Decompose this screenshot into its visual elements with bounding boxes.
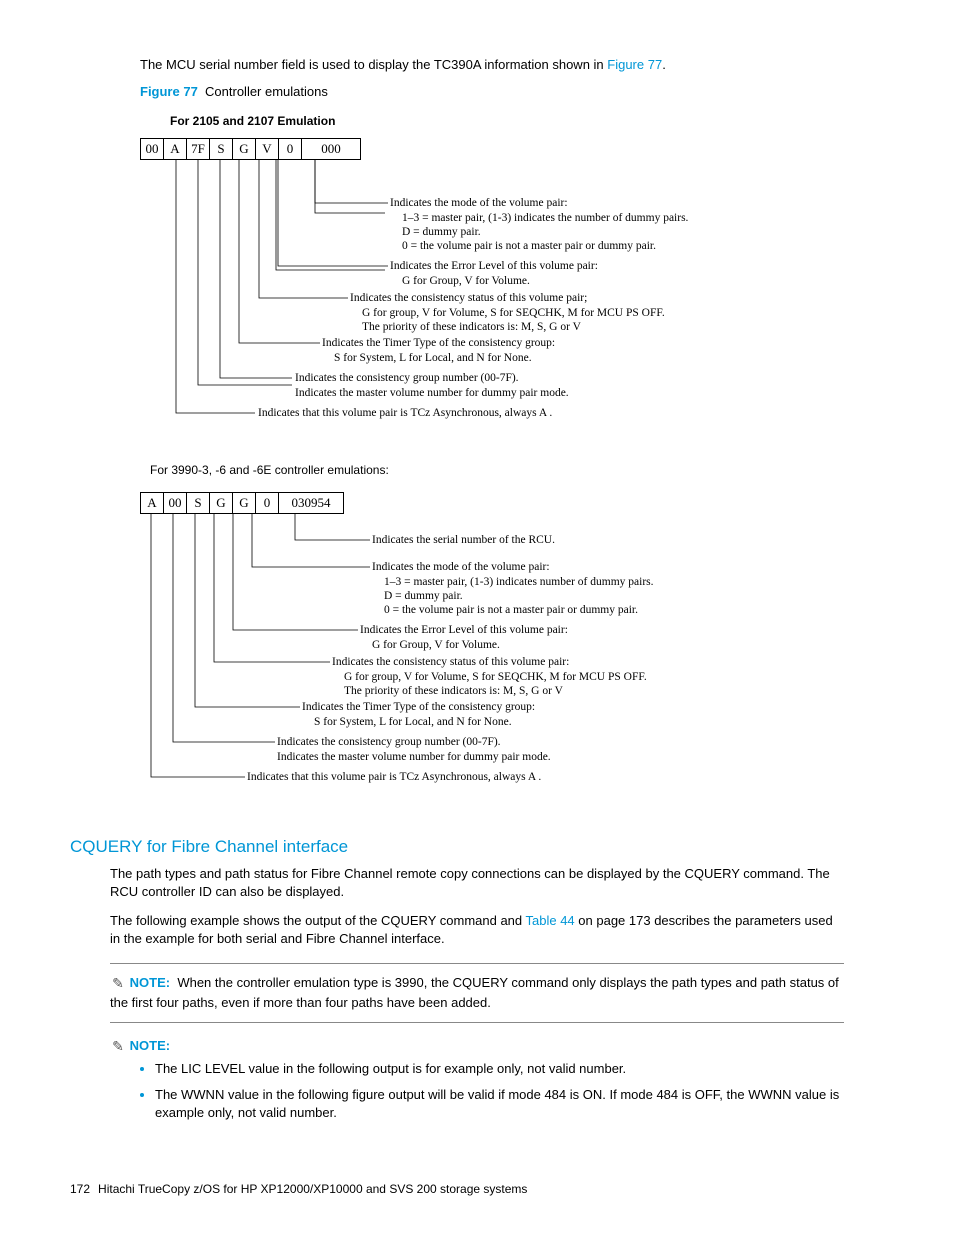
note2-label: NOTE:: [130, 1038, 170, 1053]
figure-link[interactable]: Figure 77: [607, 57, 662, 72]
footer-text: Hitachi TrueCopy z/OS for HP XP12000/XP1…: [98, 1182, 527, 1196]
page-footer: 172 Hitachi TrueCopy z/OS for HP XP12000/…: [70, 1182, 844, 1196]
d2-annot-async: Indicates that this volume pair is TCz A…: [247, 770, 541, 784]
d1-annot-mode: Indicates the mode of the volume pair: 1…: [390, 196, 688, 254]
note2-list: The LIC LEVEL value in the following out…: [155, 1060, 844, 1123]
note1-label: NOTE:: [130, 975, 170, 990]
d2-annot-consistency: Indicates the consistency status of this…: [332, 655, 647, 698]
diagram1-heading: For 2105 and 2107 Emulation: [170, 114, 844, 128]
d2-annot-group: Indicates the consistency group number (…: [277, 735, 551, 764]
d2-annot-mode: Indicates the mode of the volume pair: 1…: [372, 560, 654, 618]
note-icon: ✎: [110, 974, 126, 994]
note1-text: When the controller emulation type is 39…: [110, 975, 839, 1010]
section-p1: The path types and path status for Fibre…: [110, 865, 844, 901]
intro-text-post: .: [662, 57, 666, 72]
d1-annot-consistency: Indicates the consistency status of this…: [350, 291, 665, 334]
note2-bullet1: The LIC LEVEL value in the following out…: [155, 1060, 844, 1078]
note2-bullet2: The WWNN value in the following figure o…: [155, 1086, 844, 1122]
diagram2-heading: For 3990-3, -6 and -6E controller emulat…: [150, 463, 844, 477]
d1-annot-group: Indicates the consistency group number (…: [295, 371, 569, 400]
note2-icon: ✎: [110, 1038, 126, 1055]
diagram1: 00 A 7F S G V 0 000: [140, 138, 844, 443]
section-heading: CQUERY for Fibre Channel interface: [70, 837, 844, 857]
d1-annot-error: Indicates the Error Level of this volume…: [390, 259, 598, 288]
figure-title: Controller emulations: [205, 84, 328, 99]
note1-box: ✎ NOTE: When the controller emulation ty…: [110, 963, 844, 1023]
d2-annot-error: Indicates the Error Level of this volume…: [360, 623, 568, 652]
p2-pre: The following example shows the output o…: [110, 913, 526, 928]
d2-annot-timer: Indicates the Timer Type of the consiste…: [302, 700, 535, 729]
note2-block: ✎ NOTE: The LIC LEVEL value in the follo…: [110, 1038, 844, 1123]
section-p2: The following example shows the output o…: [110, 912, 844, 948]
intro-paragraph: The MCU serial number field is used to d…: [140, 56, 844, 74]
figure-caption: Figure 77 Controller emulations: [140, 84, 844, 99]
table-link[interactable]: Table 44: [526, 913, 575, 928]
d2-annot-serial: Indicates the serial number of the RCU.: [372, 533, 555, 547]
page-number: 172: [70, 1182, 90, 1196]
intro-text-pre: The MCU serial number field is used to d…: [140, 57, 607, 72]
figure-label: Figure 77: [140, 84, 198, 99]
d1-annot-timer: Indicates the Timer Type of the consiste…: [322, 336, 555, 365]
diagram2: A 00 S G G 0 030954 Indicates the serial…: [140, 492, 844, 812]
d1-annot-async: Indicates that this volume pair is TCz A…: [258, 406, 552, 420]
